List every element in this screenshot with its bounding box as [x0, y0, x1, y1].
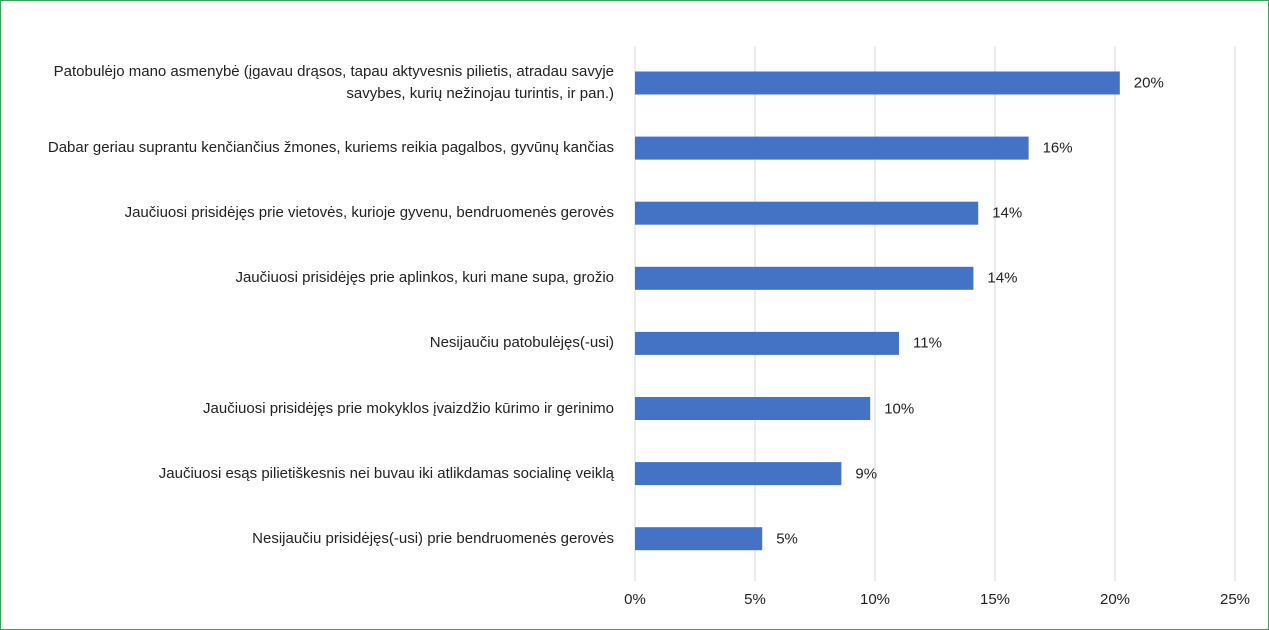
value-label: 20%	[1133, 74, 1164, 92]
bar	[635, 397, 871, 420]
category-label: Nesijaučiu prisidėjęs(-usi) prie bendruo…	[252, 529, 614, 547]
x-tick-label: 20%	[1099, 591, 1131, 608]
category-label: Patobulėjo mano asmenybė (įgavau drąsos,…	[53, 63, 614, 102]
bar	[635, 71, 1120, 95]
value-label: 5%	[776, 530, 798, 548]
x-tick-label: 25%	[1219, 591, 1251, 608]
category-label: Dabar geriau suprantu kenčiančius žmones…	[47, 139, 614, 157]
value-label: 9%	[855, 465, 878, 483]
category-label: Jaučiuosi prisidėjęs prie mokyklos įvaiz…	[203, 399, 614, 417]
category-label: Nesijaučiu patobulėjęs(-usi)	[429, 334, 614, 352]
value-label: 10%	[884, 400, 915, 417]
bar	[635, 136, 1029, 160]
x-tick-label: 15%	[979, 591, 1011, 608]
x-tick-label: 10%	[859, 591, 891, 608]
category-label: Jaučiuosi prisidėjęs prie aplinkos, kuri…	[235, 269, 614, 287]
bar	[635, 462, 842, 486]
category-label: Jaučiuosi esąs pilietiškesnis nei buvau …	[158, 464, 614, 482]
bar	[635, 266, 974, 290]
value-label: 11%	[913, 334, 942, 352]
value-label: 16%	[1042, 139, 1073, 157]
bar	[635, 527, 763, 551]
x-tick-label: 5%	[744, 591, 766, 608]
value-label: 14%	[992, 204, 1023, 222]
bar	[635, 201, 979, 225]
value-label: 14%	[987, 269, 1018, 287]
x-tick-label: 0%	[624, 591, 646, 608]
category-label: Jaučiuosi prisidėjęs prie vietovės, kuri…	[124, 204, 614, 222]
bar	[635, 331, 899, 355]
